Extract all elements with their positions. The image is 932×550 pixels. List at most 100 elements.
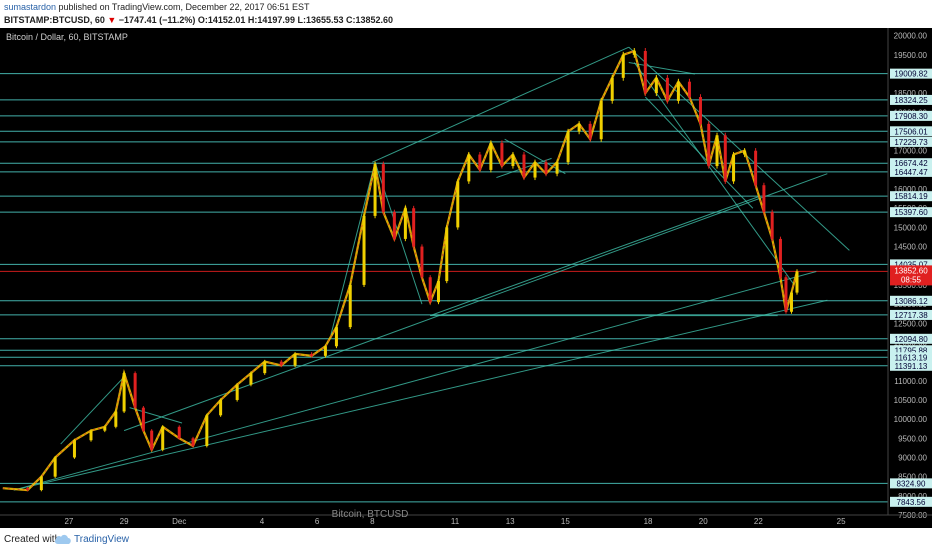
candle-body	[263, 361, 267, 374]
candle-body	[26, 488, 30, 491]
level-label: 11391.13	[895, 362, 928, 371]
level-label: 17908.30	[894, 112, 928, 121]
chart-title: Bitcoin / Dollar, 60, BITSTAMP	[6, 32, 128, 42]
y-tick-label: 11000.00	[894, 377, 927, 386]
candle-body	[676, 81, 680, 101]
x-tick-label: 4	[260, 517, 265, 526]
chart-watermark: Bitcoin, BTCUSD	[332, 509, 409, 520]
author-link[interactable]: sumastardon	[4, 2, 57, 12]
candle-body	[428, 277, 432, 303]
level-label: 7843.56	[897, 498, 926, 507]
trend-line	[13, 271, 817, 491]
level-label-bg	[890, 295, 932, 306]
level-label: 16674.42	[894, 159, 928, 168]
candle-body	[150, 430, 154, 450]
candle-body	[279, 361, 283, 366]
y-tick-label: 13500.00	[894, 281, 928, 290]
candle-body	[754, 150, 758, 186]
y-tick-label: 14500.00	[894, 243, 928, 252]
x-tick-label: 11	[451, 517, 460, 526]
y-tick-label: 12500.00	[894, 319, 928, 328]
candle-body	[778, 238, 782, 278]
x-tick-label: 15	[561, 517, 570, 526]
horizontal-levels	[0, 73, 888, 503]
down-arrow-icon: ▼	[107, 15, 117, 25]
candle-body	[348, 284, 352, 328]
candle-body	[205, 415, 209, 446]
trend-lines	[13, 46, 850, 491]
level-label-bg	[890, 126, 932, 137]
level-label: 15397.60	[894, 208, 928, 217]
candle-body	[114, 411, 118, 427]
trend-line	[633, 62, 795, 286]
price-axis: 20000.0019500.0019000.0018500.0018000.00…	[887, 28, 932, 528]
candle-body	[723, 135, 727, 182]
candle-body	[412, 208, 416, 247]
level-label: 11613.19	[895, 353, 928, 362]
trend-line	[504, 138, 566, 175]
level-label: 8324.90	[897, 479, 926, 488]
x-tick-label: 27	[64, 517, 73, 526]
level-label-bg	[890, 309, 932, 320]
candle-body	[732, 154, 736, 182]
level-label: 12094.80	[894, 335, 928, 344]
level-label-bg	[890, 345, 932, 356]
candle-body	[795, 271, 799, 293]
candle-body	[588, 123, 592, 140]
level-label-bg	[890, 136, 932, 147]
trend-line	[123, 173, 828, 432]
x-tick-label: 6	[315, 517, 320, 526]
x-tick-label: 13	[506, 517, 515, 526]
price-line-overlay	[2, 50, 798, 491]
chart-area[interactable]: 20000.0019500.0019000.0018500.0018000.00…	[0, 28, 932, 528]
candle-body	[89, 430, 93, 441]
trend-line	[430, 196, 759, 317]
candle-body	[743, 150, 747, 155]
candle-body	[687, 81, 691, 98]
candle-body	[436, 281, 440, 303]
price-chart[interactable]: 20000.0019500.0019000.0018500.0018000.00…	[0, 28, 932, 528]
created-with-label: Created with	[4, 534, 61, 545]
y-tick-label: 10500.00	[894, 396, 928, 405]
level-label: 14035.07	[894, 260, 928, 269]
ohlc-values: O:14152.01 H:14197.99 L:13655.53 C:13852…	[197, 15, 394, 25]
candle-body	[478, 154, 482, 170]
x-tick-label: 22	[754, 517, 763, 526]
candle-body	[161, 426, 165, 450]
candle-body	[403, 208, 407, 239]
candle-body	[381, 164, 385, 213]
candle-body	[489, 143, 493, 170]
ohlc-line: BITSTAMP:BTCUSD, 60 ▼ −1747.41 (−11.2%) …	[4, 15, 393, 25]
candle-body	[235, 384, 239, 400]
candle-body	[789, 292, 793, 312]
candle-body	[420, 246, 424, 278]
trend-line	[644, 96, 754, 209]
candle-body	[72, 440, 76, 458]
level-label-bg	[890, 360, 932, 371]
candle-body	[191, 438, 195, 446]
candle-body	[533, 162, 537, 178]
candle-body	[323, 346, 327, 356]
level-label: 13086.12	[894, 297, 928, 306]
level-label-bg	[890, 352, 932, 363]
candle-body	[122, 373, 126, 412]
candle-body	[141, 407, 145, 431]
candle-body	[715, 135, 719, 167]
level-label-bg	[890, 207, 932, 218]
candle-body	[544, 162, 548, 174]
level-label-bg	[890, 333, 932, 344]
candle-body	[53, 457, 57, 477]
tradingview-brand[interactable]: TradingView	[74, 534, 130, 545]
candle-body	[467, 154, 471, 182]
y-tick-label: 20000.00	[894, 32, 928, 41]
candle-body	[707, 123, 711, 167]
candle-body	[770, 212, 774, 239]
candle-body	[762, 185, 766, 213]
level-label-bg	[890, 166, 932, 177]
countdown-label: 08:55	[901, 275, 922, 284]
trend-line	[628, 46, 850, 251]
level-label-bg	[890, 68, 932, 79]
trend-line	[628, 62, 696, 75]
candle-body	[654, 77, 658, 94]
price-line	[2, 49, 799, 492]
